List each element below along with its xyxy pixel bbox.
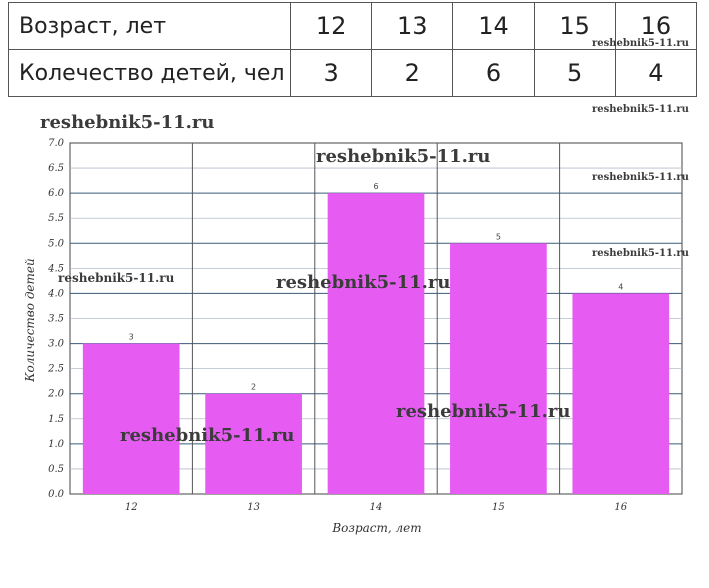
chart-ticks: 0.0 0.5 1.0 1.5 2.0 2.5 3.0 3.5 4.0 4.5 5.0 5.5 6.0 6… (47, 138, 628, 513)
bar (572, 293, 670, 494)
x-tick-label: 16 (614, 502, 627, 513)
watermark: reshebnik5-11.ru (40, 112, 215, 133)
watermark: reshebnik5-11.ru (316, 146, 491, 167)
y-tick-label: 3.0 (48, 339, 65, 350)
count-cell: 6 (452, 49, 535, 97)
bar-data-label: 5 (496, 232, 501, 241)
y-tick-label: 4.0 (47, 288, 65, 299)
watermark: reshebnik5-11.ru (58, 271, 175, 285)
y-tick-label: 7.0 (48, 138, 65, 149)
watermark: reshebnik5-11.ru (396, 401, 571, 422)
y-axis-label: Количество детей (23, 258, 37, 383)
count-cell: 2 (371, 49, 454, 97)
count-cell: 5 (533, 49, 616, 97)
y-tick-label: 6.0 (48, 188, 65, 199)
x-tick-label: 13 (247, 502, 260, 513)
bar-data-label: 3 (129, 333, 134, 342)
y-tick-label: 2.0 (47, 389, 65, 400)
row-header-age: Возраст, лет (8, 2, 291, 50)
bar-data-label: 4 (618, 282, 623, 291)
watermark: reshebnik5-11.ru (592, 38, 689, 49)
x-tick-label: 15 (492, 502, 505, 513)
bar (82, 343, 180, 494)
y-tick-label: 1.0 (48, 439, 65, 450)
y-tick-label: 0.0 (48, 489, 65, 500)
bar (205, 393, 302, 494)
y-tick-label: 1.5 (48, 414, 64, 425)
x-tick-label: 14 (370, 502, 383, 513)
bar (450, 243, 547, 494)
bar-data-label: 6 (373, 182, 378, 191)
y-tick-label: 6.5 (48, 163, 64, 174)
count-cell: 3 (289, 49, 373, 97)
watermark: reshebnik5-11.ru (592, 172, 689, 183)
y-tick-label: 2.5 (47, 364, 64, 375)
bar (327, 193, 425, 494)
chart-bars (82, 193, 670, 494)
y-tick-label: 5.5 (48, 213, 64, 224)
age-cell: 16 (614, 2, 698, 50)
y-tick-label: 0.5 (48, 464, 64, 475)
data-table: Возраст, лет 12 13 14 15 16 Колечество д… (8, 2, 698, 97)
watermark: reshebnik5-11.ru (592, 104, 689, 115)
age-cell: 12 (289, 2, 373, 50)
row-header-count: Колечество детей, чел (8, 49, 291, 97)
bar-data-label: 2 (251, 383, 256, 392)
watermark: reshebnik5-11.ru (592, 248, 689, 259)
watermark: reshebnik5-11.ru (120, 425, 295, 446)
table-row-count: Колечество детей, чел 3 2 6 5 4 (8, 49, 698, 97)
x-tick-label: 12 (125, 502, 138, 513)
y-tick-label: 3.5 (48, 314, 64, 325)
watermark: reshebnik5-11.ru (276, 272, 451, 293)
y-tick-label: 5.0 (48, 238, 65, 249)
count-cell: 4 (614, 49, 698, 97)
y-tick-label: 4.5 (47, 263, 64, 274)
x-axis-label: Возраст, лет (331, 521, 421, 535)
age-cell: 13 (371, 2, 454, 50)
